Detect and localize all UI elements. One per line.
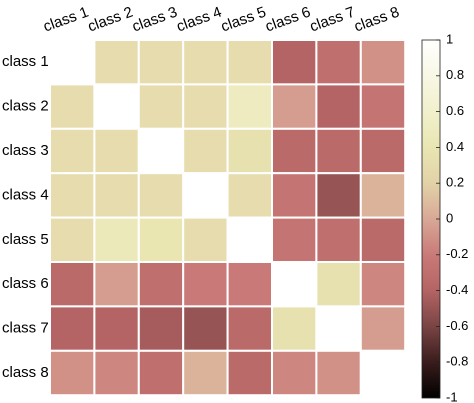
heatmap-cell <box>359 349 407 397</box>
heatmap-cell <box>49 39 96 86</box>
heatmap-cell <box>271 349 318 397</box>
heatmap-cell <box>137 172 185 219</box>
heatmap-cell <box>271 127 318 175</box>
heatmap-cell <box>93 127 140 175</box>
heatmap-cell <box>315 261 362 308</box>
heatmap-cell <box>137 127 185 175</box>
heatmap-cell <box>182 349 229 397</box>
heatmap-cell <box>315 83 362 130</box>
heatmap-cell <box>359 172 407 219</box>
heatmap-cell <box>315 172 362 219</box>
colorbar-tick-label: 0.6 <box>446 103 464 118</box>
row-label: class 5 <box>2 231 49 248</box>
heatmap-cell <box>49 83 96 130</box>
colorbar-tick-label: -1 <box>446 389 458 403</box>
heatmap-cell <box>359 39 407 86</box>
heatmap-cell <box>182 83 229 130</box>
heatmap-cell <box>49 261 96 308</box>
heatmap-cell <box>226 216 274 264</box>
row-label: class 3 <box>2 142 49 159</box>
heatmap-cell <box>93 172 140 219</box>
heatmap-cell <box>137 216 185 264</box>
heatmap-cell <box>271 216 318 264</box>
heatmap-cell <box>226 261 274 308</box>
heatmap-cell <box>93 305 140 352</box>
colorbar-tick-label: -0.2 <box>446 246 468 261</box>
heatmap-cell <box>359 216 407 264</box>
heatmap-cell <box>315 39 362 86</box>
heatmap-cell <box>182 172 229 219</box>
heatmap-cell <box>359 83 407 130</box>
heatmap-cell <box>271 261 318 308</box>
heatmap-cell <box>93 39 140 86</box>
colorbar-tick-label: 0 <box>446 210 453 225</box>
heatmap-cell <box>226 127 274 175</box>
heatmap-cell <box>182 305 229 352</box>
column-label: class 3 <box>130 4 180 36</box>
heatmap-cell <box>93 261 140 308</box>
colorbar-tick-label: -0.6 <box>446 318 468 333</box>
colorbar-tick-label: 1 <box>446 31 453 46</box>
row-label: class 4 <box>2 186 49 203</box>
heatmap-cell <box>137 261 185 308</box>
column-label: class 2 <box>86 4 136 36</box>
heatmap-cell <box>226 172 274 219</box>
heatmap-cell <box>182 127 229 175</box>
heatmap-cell <box>226 349 274 397</box>
row-label: class 8 <box>2 364 49 381</box>
row-label: class 6 <box>2 275 49 292</box>
heatmap-cell <box>271 172 318 219</box>
row-label: class 1 <box>2 53 49 70</box>
heatmap-cell <box>49 127 96 175</box>
heatmap-cell <box>315 216 362 264</box>
heatmap-cell <box>315 349 362 397</box>
heatmap-cell <box>49 216 96 264</box>
colorbar-tick-label: 0.8 <box>446 67 464 82</box>
colorbar-tick-label: -0.4 <box>446 282 468 297</box>
heatmap-cell <box>137 83 185 130</box>
heatmap-cell <box>226 39 274 86</box>
heatmap-cell <box>271 83 318 130</box>
heatmap-cell <box>182 39 229 86</box>
heatmap-cell <box>226 83 274 130</box>
heatmap-cell <box>359 127 407 175</box>
column-label: class 7 <box>308 4 358 36</box>
heatmap-cell <box>226 305 274 352</box>
heatmap-cell <box>137 305 185 352</box>
heatmap-cell <box>182 261 229 308</box>
heatmap-cell <box>137 349 185 397</box>
heatmap-cell <box>93 349 140 397</box>
column-label: class 6 <box>263 4 313 36</box>
heatmap-cell <box>93 216 140 264</box>
heatmap-cell <box>49 349 96 397</box>
heatmap-cell <box>359 261 407 308</box>
heatmap-cell <box>359 305 407 352</box>
heatmap-cell <box>49 172 96 219</box>
column-label: class 8 <box>352 4 402 36</box>
heatmap-cell <box>315 127 362 175</box>
colorbar-tick-label: 0.2 <box>446 175 464 190</box>
heatmap-cell <box>271 305 318 352</box>
heatmap-cell <box>271 39 318 86</box>
colorbar-tick-label: -0.8 <box>446 354 468 369</box>
column-label: class 1 <box>41 4 91 36</box>
heatmap-cell <box>93 83 140 130</box>
heatmap-cell <box>182 216 229 264</box>
column-label: class 5 <box>219 4 269 36</box>
heatmap-cell <box>137 39 185 86</box>
row-label: class 2 <box>2 98 49 115</box>
heatmap-cell <box>315 305 362 352</box>
row-label: class 7 <box>2 320 49 337</box>
heatmap-cell <box>49 305 96 352</box>
colorbar-tick-label: 0.4 <box>446 139 464 154</box>
column-label: class 4 <box>174 4 224 36</box>
